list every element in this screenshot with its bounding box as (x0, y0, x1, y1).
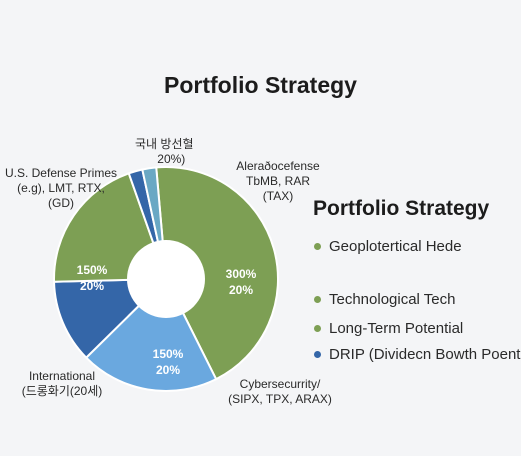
label-aerospace: Aleraðocefense TbMB, RAR (TAX) (236, 159, 320, 203)
slice-label-us-defense: 150% 20% (76, 263, 108, 293)
label-us-defense: U.S. Defense Primes (e.g), LMT, RTX, (GD… (4, 166, 118, 210)
donut-hole (127, 240, 205, 318)
legend-title: Portfolio Strategy (313, 197, 490, 220)
slice-label-cybersecurity: 150% 20% (152, 347, 184, 377)
label-cybersecurity: Cybersecurrity/ (SIPX, TPX, ARAX) (228, 377, 332, 406)
donut-slice-0 (155, 166, 279, 381)
legend-item: Technological Tech (314, 291, 455, 308)
label-korean-top: 국내 방선혈 20%) (135, 137, 194, 166)
legend-dot (314, 324, 321, 332)
legend-dot (314, 350, 321, 358)
donut-slice-1 (84, 277, 218, 393)
legend-dot (314, 295, 321, 303)
legend-item: Geoplotertical Hede (314, 238, 462, 255)
label-international: International (드롱화기(20세) (21, 369, 103, 398)
legend-dot (314, 242, 321, 250)
slice-label-aerospace: 300% 20% (225, 267, 257, 297)
legend-item: Long-Term Potential (314, 320, 463, 337)
chart-title: Portfolio Strategy (164, 72, 357, 98)
legend-item: DRIP (Dividecn Bowth Poente (314, 346, 521, 363)
